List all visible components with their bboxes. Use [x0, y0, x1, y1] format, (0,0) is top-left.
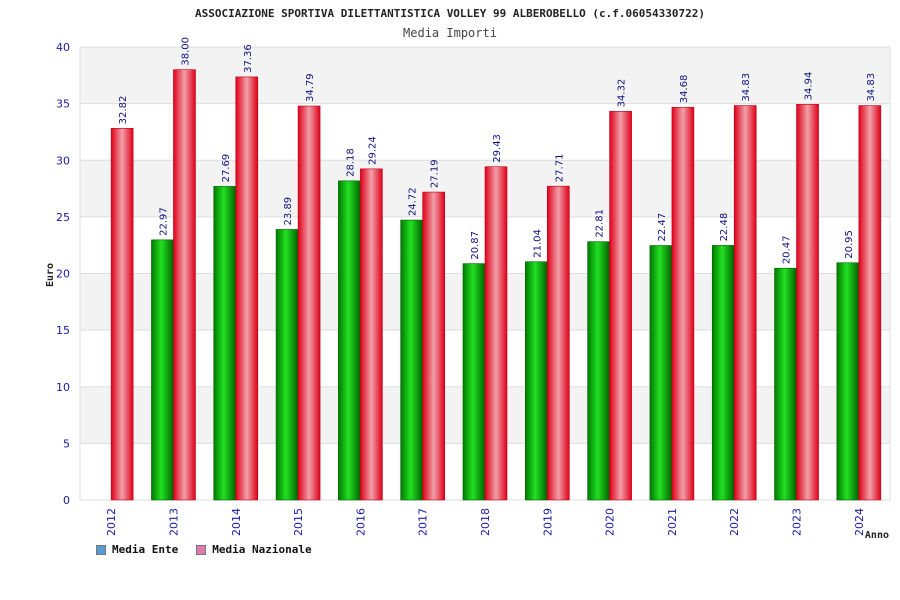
bar: [422, 191, 445, 501]
data-label: 38.00: [180, 37, 191, 66]
legend: Media Ente Media Nazionale: [96, 543, 312, 556]
x-tick-label: 2012: [105, 508, 118, 536]
x-tick-label: 2013: [167, 508, 180, 536]
bar: [609, 111, 632, 501]
x-tick-label: 2024: [853, 508, 866, 536]
x-axis-ticks: 2012 2013 2014 2015 2016 2017 2018 2019 2020 2021…: [105, 508, 866, 536]
data-label: 20.47: [782, 236, 793, 265]
data-label: 34.68: [679, 75, 690, 104]
data-label: 32.82: [118, 96, 129, 125]
x-tick-label: 2021: [666, 508, 679, 536]
x-tick-label: 2018: [479, 508, 492, 536]
bar: [275, 229, 299, 501]
data-label: 29.24: [367, 136, 378, 165]
data-label: 21.04: [532, 229, 543, 258]
x-tick-label: 2016: [354, 508, 367, 536]
bar: [110, 128, 134, 501]
data-label: 20.87: [470, 231, 481, 260]
bar: [462, 263, 486, 501]
y-tick-label: 30: [56, 154, 70, 167]
data-label: 29.43: [492, 134, 503, 163]
data-label: 37.36: [243, 44, 254, 73]
x-axis-label: Anno: [865, 530, 889, 541]
bar: [525, 261, 548, 501]
data-label: 22.81: [595, 209, 606, 238]
bar: [733, 105, 757, 501]
data-label: 27.19: [430, 159, 441, 188]
bar: [547, 185, 570, 501]
y-tick-label: 0: [63, 494, 70, 507]
bar: [836, 262, 860, 501]
bar: [671, 106, 695, 501]
data-label: 22.48: [719, 213, 730, 242]
data-label: 34.94: [804, 72, 815, 101]
bars: [110, 69, 882, 501]
data-label: 23.89: [283, 197, 294, 226]
bar: [858, 105, 882, 501]
data-labels: 32.82 22.97 38.00 27.69 37.36 23.89 34.79 28.18…: [118, 37, 877, 264]
x-tick-label: 2014: [230, 508, 243, 536]
chart-subtitle: Media Importi: [403, 26, 497, 40]
legend-swatch-media-nazionale: [196, 544, 207, 555]
bar: [235, 76, 259, 501]
data-label: 34.79: [305, 73, 316, 102]
bar: [587, 241, 610, 501]
data-label: 34.32: [617, 79, 628, 108]
data-label: 27.71: [554, 154, 565, 183]
x-tick-label: 2019: [541, 508, 554, 536]
data-label: 34.83: [866, 73, 877, 102]
bar: [796, 104, 819, 501]
data-label: 24.72: [408, 187, 419, 216]
bar: [297, 105, 321, 501]
bar: [213, 186, 237, 501]
bar: [151, 239, 174, 501]
y-tick-label: 20: [56, 268, 70, 281]
bar: [484, 166, 508, 501]
y-axis-label: Euro: [45, 263, 56, 287]
y-tick-label: 25: [56, 211, 70, 224]
y-tick-label: 15: [56, 324, 70, 337]
legend-label-media-ente: Media Ente: [112, 543, 179, 556]
bar: [711, 245, 735, 501]
legend-label-media-nazionale: Media Nazionale: [212, 543, 312, 556]
data-label: 22.97: [158, 207, 169, 236]
plot-band: [80, 47, 890, 104]
y-tick-label: 35: [56, 98, 70, 111]
x-tick-label: 2020: [604, 508, 617, 536]
bar: [649, 245, 673, 501]
y-tick-label: 40: [56, 41, 70, 54]
legend-item-media-ente: Media Ente: [96, 543, 178, 556]
data-label: 22.47: [657, 213, 668, 242]
y-tick-label: 10: [56, 381, 70, 394]
bar: [774, 267, 797, 501]
data-label: 28.18: [345, 148, 356, 177]
data-label: 27.69: [221, 154, 232, 183]
y-tick-label: 5: [63, 437, 70, 450]
x-tick-label: 2017: [417, 508, 430, 536]
bar: [360, 168, 383, 501]
x-tick-label: 2015: [292, 508, 305, 536]
x-tick-label: 2023: [791, 508, 804, 536]
data-label: 20.95: [844, 230, 855, 259]
data-label: 34.83: [741, 73, 752, 102]
chart-title: ASSOCIAZIONE SPORTIVA DILETTANTISTICA VO…: [195, 7, 705, 20]
plot-band: [80, 103, 890, 161]
x-tick-label: 2022: [728, 508, 741, 536]
y-axis-ticks: 0 5 10 15 20 25 30 35 40: [56, 41, 70, 507]
bar: [338, 180, 361, 501]
legend-item-media-nazionale: Media Nazionale: [196, 543, 312, 556]
legend-swatch-media-ente: [96, 544, 106, 555]
bar: [173, 69, 196, 501]
bar: [400, 219, 423, 501]
